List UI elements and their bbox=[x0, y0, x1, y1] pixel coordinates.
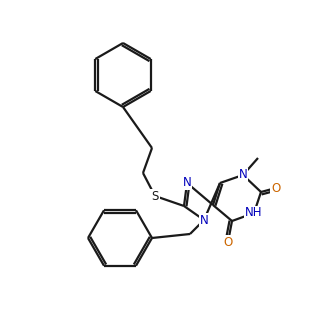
Text: N: N bbox=[183, 176, 191, 190]
Text: O: O bbox=[223, 236, 233, 249]
Text: NH: NH bbox=[245, 207, 263, 219]
Text: N: N bbox=[239, 169, 247, 181]
Text: O: O bbox=[271, 181, 281, 195]
Text: S: S bbox=[151, 190, 159, 202]
Text: N: N bbox=[200, 214, 208, 227]
